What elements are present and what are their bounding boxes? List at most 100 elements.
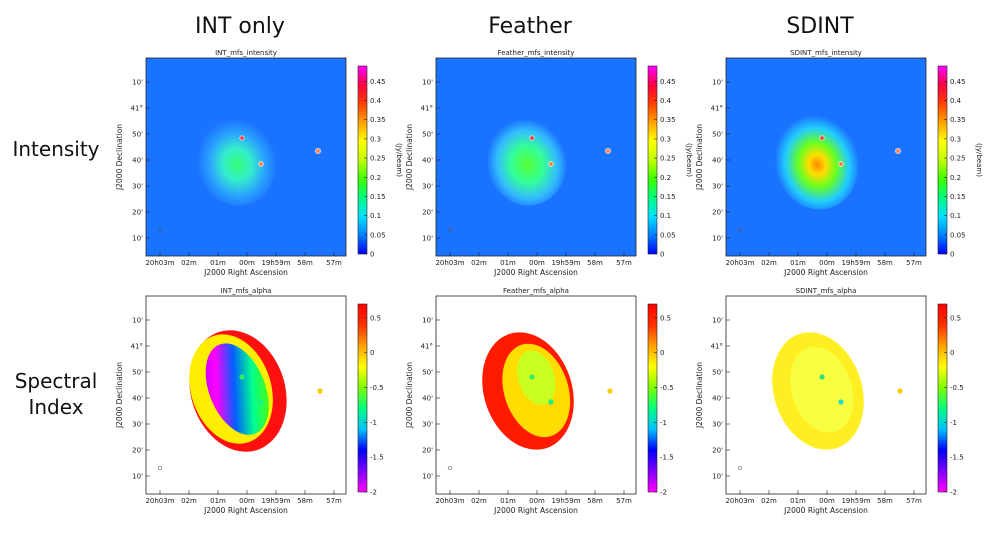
colorbar (357, 65, 368, 255)
y-tick-label: 10' (132, 473, 143, 481)
colorbar-tick-label: 0.45 (950, 78, 966, 86)
colorbar-tick-label: -0.5 (370, 384, 384, 392)
x-tick-label: 58m (297, 259, 313, 267)
y-tick-label: 20' (132, 447, 143, 455)
x-tick-label: 57m (616, 259, 632, 267)
y-tick-label: 40' (422, 395, 433, 403)
colorbar-tick-label: 0.4 (660, 97, 672, 105)
y-tick-label: 41° (421, 105, 433, 113)
x-tick-label: 57m (326, 497, 342, 505)
x-axis-label: J2000 Right Ascension (493, 268, 578, 277)
plot-frame (725, 295, 927, 495)
y-tick-label: 41° (131, 343, 143, 351)
colorbar-tick-label: -2 (660, 489, 667, 497)
colorbar-tick-label: -1 (660, 419, 667, 427)
y-tick-label: 41° (131, 105, 143, 113)
colorbar-tick-label: 0.1 (660, 212, 671, 220)
colorbar-tick-label: 0.4 (370, 97, 382, 105)
y-tick-label: 40' (712, 395, 723, 403)
beam-marker (737, 466, 743, 470)
point-source (605, 148, 611, 154)
x-tick-label: 57m (616, 497, 632, 505)
y-tick-label: 50' (422, 369, 433, 377)
row-label-intensity-text: Intensity (12, 137, 100, 161)
y-tick-label: 50' (712, 369, 723, 377)
panel-INT_mfs_alpha: INT_mfs_alpha 10' 20' 30' 40' 50' 41° 10' 20h03m… (115, 287, 384, 515)
y-tick-label: 30' (132, 421, 143, 429)
source-emission (485, 114, 567, 206)
beam-marker (737, 228, 743, 232)
x-tick-label: 00m (239, 259, 255, 267)
x-tick-label: 58m (587, 259, 603, 267)
x-tick-label: 00m (819, 259, 835, 267)
colorbar (937, 303, 948, 493)
x-tick-label: 58m (587, 497, 603, 505)
x-tick-label: 20h03m (725, 497, 754, 505)
colorbar-tick-label: 0.05 (950, 231, 966, 239)
colorbar (647, 303, 658, 493)
point-source (529, 135, 535, 141)
y-tick-label: 20' (132, 209, 143, 217)
colorbar (357, 303, 368, 493)
colorbar-tick-label: -1.5 (370, 454, 384, 462)
colorbar-tick-label: 0.1 (370, 212, 381, 220)
x-tick-label: 02m (181, 259, 197, 267)
y-axis-label: J2000 Declination (405, 124, 414, 191)
colorbar-tick-label: 0.5 (660, 314, 671, 322)
panel-title: Feather_mfs_alpha (503, 287, 569, 295)
point-source (548, 161, 554, 167)
colorbar-tick-label: 0.3 (950, 135, 961, 143)
point-source (317, 388, 323, 394)
x-tick-label: 01m (500, 497, 516, 505)
y-tick-label: 20' (422, 447, 433, 455)
x-tick-label: 57m (906, 497, 922, 505)
colorbar-tick-label: 0.25 (950, 155, 966, 163)
point-source (529, 374, 535, 380)
y-tick-label: 10' (712, 317, 723, 325)
x-tick-label: 20h03m (145, 259, 174, 267)
x-tick-label: 01m (790, 497, 806, 505)
x-tick-label: 00m (529, 259, 545, 267)
colorbar-tick-label: 0.35 (950, 116, 966, 124)
colorbar-tick-label: 0.5 (370, 314, 381, 322)
plot-frame (145, 57, 347, 257)
y-axis-label: J2000 Declination (115, 124, 124, 191)
colorbar-tick-label: -1.5 (660, 454, 674, 462)
x-tick-label: 57m (326, 259, 342, 267)
point-source (838, 161, 844, 167)
point-source (258, 161, 264, 167)
x-tick-label: 00m (529, 497, 545, 505)
panel-title: SDINT_mfs_alpha (796, 287, 857, 295)
point-source (819, 135, 825, 141)
y-tick-label: 30' (712, 421, 723, 429)
y-axis-label: J2000 Declination (695, 124, 704, 191)
column-title-int-only: INT only (195, 14, 285, 39)
alpha-map (790, 346, 854, 433)
row-label-spectral-index: Spectral Index (2, 368, 110, 420)
colorbar-tick-label: 0.35 (370, 116, 386, 124)
x-tick-label: 20h03m (725, 259, 754, 267)
y-tick-label: 10' (132, 317, 143, 325)
colorbar-tick-label: 0.2 (660, 174, 671, 182)
point-source (548, 399, 554, 405)
y-tick-label: 20' (712, 209, 723, 217)
x-tick-label: 19h59m (261, 259, 290, 267)
colorbar-tick-label: 0 (660, 349, 664, 357)
plot-frame (435, 295, 637, 495)
colorbar-tick-label: -1.5 (950, 454, 964, 462)
colorbar-tick-label: 0.35 (660, 116, 676, 124)
y-tick-label: 20' (712, 447, 723, 455)
x-tick-label: 01m (790, 259, 806, 267)
y-axis-label: J2000 Declination (405, 362, 414, 429)
x-tick-label: 02m (761, 259, 777, 267)
y-tick-label: 10' (712, 79, 723, 87)
x-tick-label: 19h59m (841, 259, 870, 267)
x-tick-label: 02m (761, 497, 777, 505)
colorbar-tick-label: 0.1 (950, 212, 961, 220)
colorbar-tick-label: 0.45 (370, 78, 386, 86)
x-tick-label: 19h59m (841, 497, 870, 505)
x-tick-label: 00m (819, 497, 835, 505)
colorbar-tick-label: 0 (950, 251, 954, 259)
y-tick-label: 10' (712, 473, 723, 481)
colorbar-tick-label: -2 (950, 489, 957, 497)
